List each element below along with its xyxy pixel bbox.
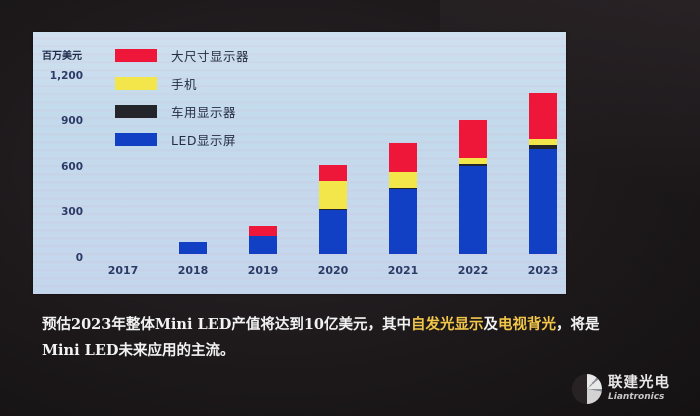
y-tick-label: 0 — [75, 252, 83, 264]
bar-segment — [529, 149, 557, 254]
y-tick-label: 1,200 — [49, 69, 83, 82]
bar-segment — [249, 235, 277, 254]
bar-segment — [459, 157, 487, 164]
legend-swatch — [115, 48, 157, 62]
bar-2023 — [529, 92, 557, 254]
chart-panel: 百万美元 1,200 900 600 300 0 大尺寸显示器 手机车用显示器 LED显示屏… — [33, 32, 566, 294]
caption-text-2: 及 — [483, 316, 499, 333]
y-tick-label: 900 — [61, 115, 83, 128]
bar-segment — [529, 92, 557, 139]
legend-label: 车用显示器 — [171, 104, 237, 120]
bar-segment — [319, 209, 347, 254]
bar-segment — [389, 187, 417, 189]
bar-segment — [529, 144, 557, 150]
legend-item: 手机 — [115, 76, 198, 92]
x-tick-label: 2018 — [177, 264, 209, 277]
legend-item: 大尺寸显示器 — [115, 48, 250, 64]
bar-segment — [319, 165, 347, 182]
legend-item: 车用显示器 — [115, 104, 237, 120]
bar-2020 — [319, 165, 347, 254]
slide-caption: 预估2023年整体Mini LED产值将达到10亿美元，其中自发光显示及电视背光… — [42, 312, 602, 364]
x-tick-label: 2020 — [317, 264, 349, 277]
bar-segment — [459, 163, 487, 166]
bar-segment — [459, 119, 487, 158]
bar-segment — [389, 188, 417, 254]
x-tick-label: 2017 — [107, 264, 139, 277]
bar-2022 — [459, 119, 487, 254]
legend-swatch — [115, 76, 157, 90]
legend-swatch — [115, 132, 157, 146]
y-tick-label: 300 — [61, 206, 83, 219]
x-tick-label: 2021 — [387, 264, 419, 277]
x-tick-label: 2022 — [457, 264, 489, 277]
logo-name-en: Liantronics — [608, 391, 665, 402]
bar-segment — [459, 165, 487, 254]
bar-segment — [319, 181, 347, 210]
bar-segment — [249, 225, 277, 236]
x-tick-label: 2019 — [247, 264, 279, 277]
x-tick-label: 2023 — [527, 264, 559, 277]
y-tick-label: 600 — [61, 160, 83, 173]
bar-segment — [179, 241, 207, 254]
caption-text-1: 预估2023年整体Mini LED产值将达到10亿美元，其中 — [42, 316, 412, 333]
legend-label: 大尺寸显示器 — [171, 48, 250, 64]
bar-segment — [389, 143, 417, 172]
logo-mark-icon — [572, 374, 602, 404]
bar-2018 — [179, 241, 207, 254]
caption-text-3: ，将是Mini LED未来应用的主流。 — [42, 316, 600, 359]
logo-name-cn: 联建光电 — [608, 375, 670, 392]
legend-label: LED显示屏 — [171, 132, 236, 148]
bar-segment — [389, 171, 417, 188]
legend-swatch — [115, 104, 157, 118]
caption-highlight-1: 自发光显示 — [411, 316, 484, 333]
bar-segment — [529, 138, 557, 145]
legend-item: LED显示屏 — [115, 132, 236, 148]
caption-highlight-2: 电视背光 — [498, 316, 557, 333]
bar-2021 — [389, 143, 417, 254]
y-axis-unit-label: 百万美元 — [42, 51, 82, 62]
company-logo: 联建光电 Liantronics — [572, 374, 670, 404]
bar-segment — [319, 209, 347, 210]
logo-text: 联建光电 Liantronics — [608, 376, 670, 402]
legend-label: 手机 — [171, 76, 198, 92]
bar-2019 — [249, 225, 277, 254]
